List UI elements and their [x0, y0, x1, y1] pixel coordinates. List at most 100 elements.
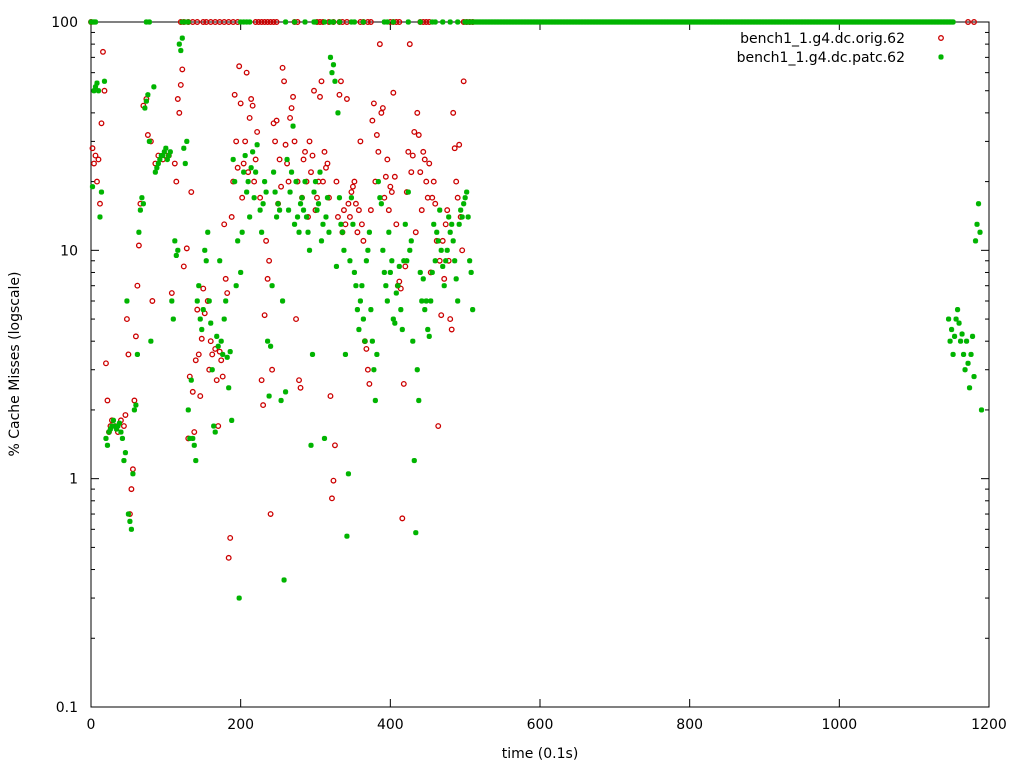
data-point-patc [416, 398, 421, 403]
data-point-patc [223, 298, 228, 303]
data-point-patc [346, 471, 351, 476]
data-point-orig [319, 79, 324, 84]
legend-label-orig: bench1_1.g4.dc.orig.62 [740, 31, 905, 47]
data-point-patc [180, 36, 185, 41]
data-point-patc [132, 407, 137, 412]
data-point-patc [249, 165, 254, 170]
data-point-patc [253, 170, 258, 175]
data-point-patc [392, 321, 397, 326]
data-point-patc [326, 230, 331, 235]
data-point-orig [267, 258, 272, 263]
data-point-patc [283, 389, 288, 394]
data-point-orig [355, 230, 360, 235]
data-point-patc [361, 19, 366, 24]
data-point-orig [259, 378, 264, 383]
data-point-patc [316, 201, 321, 206]
data-point-patc [267, 393, 272, 398]
data-point-patc [398, 307, 403, 312]
data-point-orig [265, 277, 270, 282]
data-point-orig [282, 79, 287, 84]
data-point-patc [446, 214, 451, 219]
data-point-orig [358, 139, 363, 144]
data-point-orig [412, 130, 417, 135]
data-point-orig [315, 195, 320, 200]
data-point-patc [148, 339, 153, 344]
data-point-patc [338, 222, 343, 227]
data-point-patc [383, 283, 388, 288]
data-point-orig [214, 378, 219, 383]
data-point-patc [178, 48, 183, 53]
data-point-patc [329, 70, 334, 75]
data-point-orig [382, 195, 387, 200]
data-point-patc [463, 195, 468, 200]
data-point-patc [181, 146, 186, 151]
data-point-orig [193, 358, 198, 363]
data-point-patc [322, 436, 327, 441]
data-point-patc [207, 298, 212, 303]
data-point-patc [268, 344, 273, 349]
data-point-orig [422, 157, 427, 162]
data-point-patc [955, 307, 960, 312]
data-point-patc [244, 189, 249, 194]
data-point-orig [176, 97, 181, 102]
data-point-orig [250, 103, 255, 108]
data-point-orig [390, 190, 395, 195]
data-point-patc [461, 201, 466, 206]
data-point-patc [463, 19, 468, 24]
data-point-patc [458, 208, 463, 213]
data-point-patc [371, 367, 376, 372]
data-point-orig [406, 150, 411, 155]
data-point-orig [189, 190, 194, 195]
data-point-patc [142, 105, 147, 110]
data-point-patc [352, 19, 357, 24]
data-point-orig [394, 222, 399, 227]
data-point-orig [261, 403, 266, 408]
data-point-patc [255, 142, 260, 147]
data-point-orig [307, 139, 312, 144]
legend: bench1_1.g4.dc.orig.62 bench1_1.g4.dc.pa… [737, 31, 944, 66]
data-point-patc [226, 385, 231, 390]
data-point-orig [279, 184, 284, 189]
data-point-orig [95, 179, 100, 184]
data-point-orig [297, 378, 302, 383]
data-point-patc [177, 42, 182, 47]
x-axis-title: time (0.1s) [502, 746, 579, 762]
data-point-patc [243, 153, 248, 158]
data-point-patc [280, 298, 285, 303]
data-point-orig [237, 64, 242, 69]
data-point-patc [217, 258, 222, 263]
data-point-patc [328, 55, 333, 60]
data-point-patc [289, 170, 294, 175]
data-point-patc [397, 264, 402, 269]
data-point-patc [335, 110, 340, 115]
data-point-patc [394, 290, 399, 295]
data-point-orig [179, 83, 184, 88]
data-point-orig [312, 88, 317, 93]
data-point-orig [402, 382, 407, 387]
data-point-orig [385, 157, 390, 162]
data-point-patc [193, 458, 198, 463]
data-point-orig [210, 352, 215, 357]
data-point-patc [305, 230, 310, 235]
data-point-patc [959, 331, 964, 336]
data-point-patc [222, 316, 227, 321]
data-point-patc [350, 222, 355, 227]
data-point-patc [292, 19, 297, 24]
data-point-orig [105, 398, 110, 403]
data-point-patc [418, 19, 423, 24]
data-point-orig [102, 88, 107, 93]
data-point-patc [147, 19, 152, 24]
data-point-orig [288, 116, 293, 121]
data-point-patc [275, 201, 280, 206]
data-point-orig [255, 130, 260, 135]
data-point-patc [284, 157, 289, 162]
data-point-patc [292, 222, 297, 227]
axis-ticks [91, 22, 989, 707]
data-point-patc [406, 19, 411, 24]
data-point-orig [190, 390, 195, 395]
data-point-patc [950, 19, 955, 24]
data-point-patc [139, 195, 144, 200]
data-point-orig [247, 116, 252, 121]
data-point-orig [354, 201, 359, 206]
